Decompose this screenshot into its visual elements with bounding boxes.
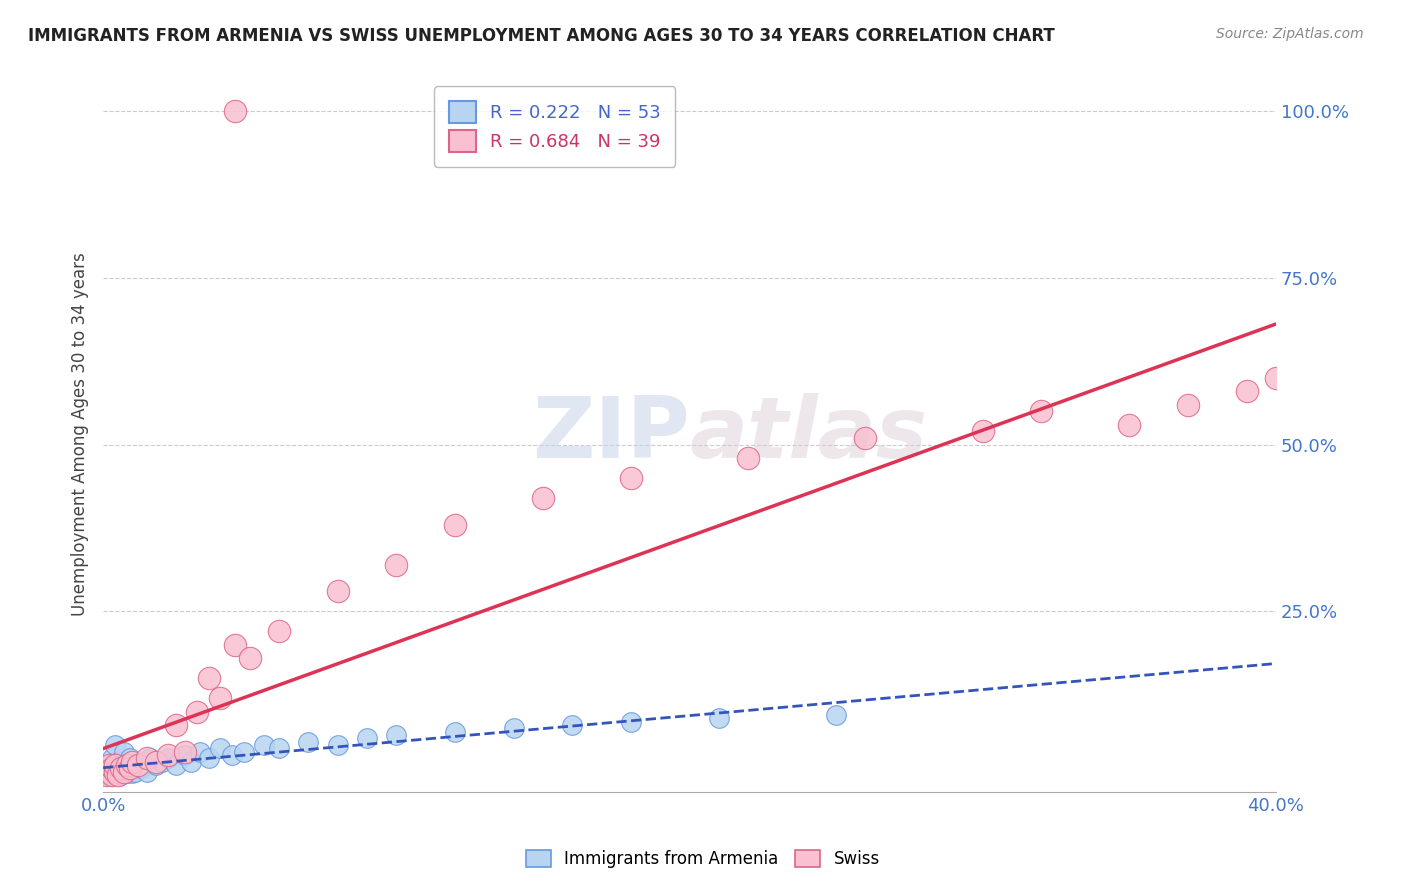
Point: [98, 761, 121, 775]
Point: [98, 758, 121, 772]
Point: [134, 755, 156, 769]
Point: [174, 745, 197, 759]
Point: [197, 751, 219, 765]
Legend: R = 0.222   N = 53, R = 0.684   N = 39: R = 0.222 N = 53, R = 0.684 N = 39: [434, 87, 675, 167]
Point: [326, 738, 349, 752]
Point: [825, 707, 848, 722]
Point: [101, 761, 124, 775]
Point: [104, 764, 127, 779]
Point: [209, 691, 232, 706]
Point: [127, 758, 149, 772]
Point: [174, 747, 197, 762]
Point: [107, 768, 129, 782]
Point: [94, 764, 117, 779]
Point: [118, 751, 141, 765]
Point: [180, 755, 202, 769]
Point: [129, 761, 152, 775]
Text: Source: ZipAtlas.com: Source: ZipAtlas.com: [1216, 27, 1364, 41]
Y-axis label: Unemployment Among Ages 30 to 34 years: Unemployment Among Ages 30 to 34 years: [72, 252, 89, 616]
Point: [1177, 398, 1199, 412]
Point: [104, 738, 127, 752]
Point: [1118, 417, 1140, 432]
Point: [224, 638, 246, 652]
Point: [104, 764, 127, 779]
Point: [356, 731, 378, 746]
Point: [124, 764, 146, 779]
Point: [972, 424, 994, 438]
Point: [186, 705, 208, 719]
Point: [127, 758, 149, 772]
Point: [145, 755, 167, 769]
Point: [98, 758, 121, 772]
Point: [561, 718, 583, 732]
Point: [101, 751, 124, 765]
Point: [165, 718, 187, 732]
Point: [118, 764, 141, 779]
Point: [115, 758, 138, 772]
Point: [1236, 384, 1258, 399]
Point: [115, 766, 138, 780]
Point: [145, 758, 167, 772]
Point: [253, 738, 276, 752]
Point: [326, 584, 349, 599]
Point: [94, 768, 117, 782]
Point: [209, 741, 232, 756]
Point: [239, 651, 262, 665]
Text: IMMIGRANTS FROM ARMENIA VS SWISS UNEMPLOYMENT AMONG AGES 30 TO 34 YEARS CORRELAT: IMMIGRANTS FROM ARMENIA VS SWISS UNEMPLO…: [28, 27, 1054, 45]
Text: atlas: atlas: [689, 393, 928, 476]
Point: [110, 758, 132, 772]
Point: [224, 103, 246, 118]
Point: [110, 768, 132, 782]
Point: [267, 741, 290, 756]
Point: [267, 624, 290, 639]
Point: [385, 558, 408, 572]
Point: [221, 747, 243, 762]
Point: [115, 758, 138, 772]
Point: [101, 768, 124, 782]
Point: [136, 751, 159, 765]
Point: [98, 764, 121, 779]
Point: [165, 758, 187, 772]
Point: [707, 711, 730, 725]
Text: ZIP: ZIP: [531, 393, 689, 476]
Point: [188, 745, 211, 759]
Point: [112, 764, 135, 779]
Point: [620, 471, 643, 485]
Point: [118, 761, 141, 775]
Point: [136, 764, 159, 779]
Point: [112, 764, 135, 779]
Point: [156, 747, 179, 762]
Point: [94, 768, 117, 782]
Point: [737, 450, 759, 465]
Point: [156, 751, 179, 765]
Point: [107, 755, 129, 769]
Point: [502, 721, 524, 735]
Point: [444, 724, 467, 739]
Point: [1031, 404, 1053, 418]
Point: [101, 764, 124, 779]
Point: [104, 768, 127, 782]
Point: [531, 491, 554, 505]
Point: [444, 517, 467, 532]
Legend: Immigrants from Armenia, Swiss: Immigrants from Armenia, Swiss: [519, 843, 887, 875]
Point: [1265, 371, 1288, 385]
Point: [121, 755, 143, 769]
Point: [98, 768, 121, 782]
Point: [107, 761, 129, 775]
Point: [107, 768, 129, 782]
Point: [150, 755, 173, 769]
Point: [385, 728, 408, 742]
Point: [197, 671, 219, 685]
Point: [139, 751, 162, 765]
Point: [101, 768, 124, 782]
Point: [112, 745, 135, 759]
Point: [121, 761, 143, 775]
Point: [104, 758, 127, 772]
Point: [110, 761, 132, 775]
Point: [620, 714, 643, 729]
Point: [232, 745, 254, 759]
Point: [855, 431, 877, 445]
Point: [121, 766, 143, 780]
Point: [297, 734, 319, 748]
